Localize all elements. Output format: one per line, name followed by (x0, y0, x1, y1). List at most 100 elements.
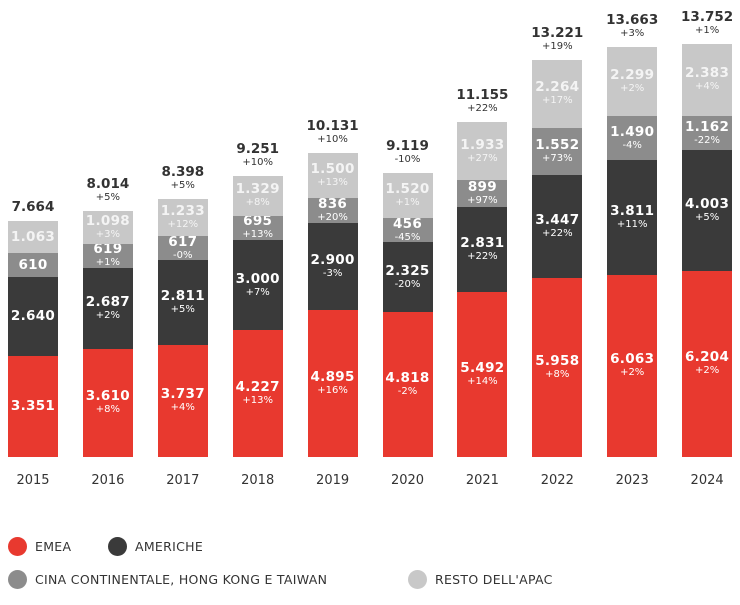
segment-growth-label: +2% (620, 367, 645, 379)
segment-value-label: 836 (318, 197, 348, 212)
segment-value-label: 5.958 (535, 353, 580, 370)
segment-growth-label: +14% (467, 376, 498, 388)
bar-segment-emea-2020: 4.818 -2% (382, 312, 433, 457)
segment-growth-label: +4% (170, 402, 195, 414)
x-tick-label-2024: 2024 (690, 473, 724, 488)
bar-segment-resto-dell-apac-2021: 1.933 +27% (457, 121, 508, 181)
segment-growth-label: +73% (541, 152, 573, 164)
bar-segment-americhe-2022: 3.447 +22% (532, 174, 583, 279)
bar-segment-emea-2015: 3.351 (8, 356, 58, 457)
segment-growth-label: +8% (245, 197, 270, 209)
segment-value-label: 1.933 (460, 136, 505, 153)
bar-segment-emea-2023: 6.063 +2% (607, 274, 658, 457)
segment-value-label: 3.351 (10, 398, 56, 415)
segment-growth-label: +13% (317, 176, 348, 188)
bar-segment-americhe-2019: 2.900 -3% (307, 222, 358, 310)
x-tick-label-2023: 2023 (615, 473, 649, 488)
bar-segment-americhe-2017: 2.811 +5% (157, 260, 208, 345)
segment-growth-label: +22% (541, 227, 573, 239)
bar-segment-emea-2018: 4.227 +13% (232, 330, 283, 457)
total-value: 13.663 (606, 11, 659, 28)
segment-value-label: 1.162 (684, 118, 730, 135)
segment-growth-label: +1% (395, 197, 420, 209)
bar-segment-resto-dell-apac-2020: 1.520 +1% (382, 172, 433, 219)
bar-segment-americhe-2016: 2.687 +2% (82, 267, 133, 349)
segment-growth-label: +8% (95, 404, 121, 416)
segment-value-label: 2.811 (160, 288, 205, 305)
bar-segment-resto-dell-apac-2017: 1.233 +12% (157, 199, 208, 237)
bar-segment-cina-continentale-hong-kong-e-taiwan-2017: 617 -0% (157, 236, 208, 261)
bar-segment-cina-continentale-hong-kong-e-taiwan-2023: 1.490 -4% (607, 115, 658, 161)
segment-value-label: 6.204 (684, 349, 730, 366)
total-growth: +1% (694, 25, 720, 36)
segment-growth-label: +20% (317, 211, 348, 223)
segment-value-label: 4.895 (310, 368, 355, 385)
segment-value-label: 610 (18, 256, 48, 273)
x-tick-label-2017: 2017 (166, 473, 200, 488)
segment-value-label: 617 (168, 236, 198, 250)
segment-growth-label: +2% (95, 309, 121, 321)
total-growth: +10% (242, 157, 273, 169)
segment-growth-label: -20% (394, 278, 421, 290)
segment-value-label: 2.831 (460, 235, 505, 252)
bar-segment-resto-dell-apac-2018: 1.329 +8% (232, 176, 283, 216)
segment-growth-label: +12% (167, 219, 199, 231)
segment-value-label: 4.003 (684, 196, 730, 213)
segment-value-label: 619 (93, 243, 123, 258)
segment-value-label: 2.687 (85, 293, 130, 310)
bar-segment-resto-dell-apac-2023: 2.299 +2% (607, 46, 658, 116)
bar-segment-americhe-2024: 4.003 +5% (682, 150, 733, 271)
legend-swatch-icon (8, 537, 27, 556)
segment-value-label: 1.233 (160, 203, 205, 220)
total-label-2024: 13.752 +1% (667, 10, 740, 37)
segment-value-label: 2.325 (385, 262, 430, 279)
total-growth: +19% (541, 40, 573, 52)
total-label-2016: 8.014 +5% (68, 175, 148, 204)
legend-item-americhe: AMERICHE (108, 537, 203, 556)
segment-growth-label: +2% (620, 82, 645, 94)
bar-segment-cina-continentale-hong-kong-e-taiwan-2016: 619 +1% (82, 243, 133, 268)
bar-segment-cina-continentale-hong-kong-e-taiwan-2022: 1.552 +73% (532, 127, 583, 175)
x-tick-label-2021: 2021 (465, 473, 499, 488)
total-label-2017: 8.398 +5% (143, 165, 223, 192)
segment-growth-label: +7% (245, 286, 270, 298)
x-tick-label-2018: 2018 (241, 473, 275, 488)
bar-segment-resto-dell-apac-2022: 2.264 +17% (532, 59, 583, 128)
total-value: 8.014 (86, 175, 130, 192)
segment-value-label: 1.098 (85, 212, 130, 229)
total-label-2019: 10.131 +10% (293, 118, 373, 146)
legend-label: RESTO DELL'APAC (435, 572, 553, 587)
x-tick-label-2019: 2019 (316, 473, 350, 488)
bar-segment-americhe-2015: 2.640 (8, 277, 58, 357)
segment-value-label: 4.227 (235, 379, 280, 396)
legend-label: AMERICHE (135, 539, 204, 554)
bar-segment-resto-dell-apac-2016: 1.098 +3% (82, 210, 133, 244)
total-growth: +3% (620, 27, 645, 39)
segment-value-label: 1.520 (385, 181, 430, 198)
bar-segment-cina-continentale-hong-kong-e-taiwan-2015: 610 (8, 253, 58, 278)
bar-segment-americhe-2018: 3.000 +7% (232, 239, 283, 331)
segment-value-label: 2.264 (535, 79, 580, 96)
segment-value-label: 3.610 (85, 388, 130, 405)
total-growth: +5% (95, 191, 121, 203)
total-growth: +5% (170, 180, 195, 192)
bar-segment-emea-2022: 5.958 +8% (532, 278, 583, 457)
segment-growth-label: +13% (242, 395, 273, 407)
legend-swatch-icon (408, 570, 427, 589)
total-label-2023: 13.663 +3% (592, 11, 672, 40)
segment-value-label: 899 (467, 180, 497, 196)
total-growth: -10% (394, 153, 421, 165)
segment-growth-label: +27% (467, 152, 498, 164)
legend-item-resto-dell-apac: RESTO DELL'APAC (408, 570, 553, 589)
total-label-2018: 9.251 +10% (218, 142, 298, 169)
legend-swatch-icon (8, 570, 27, 589)
segment-value-label: 456 (392, 218, 423, 232)
segment-value-label: 3.811 (610, 203, 655, 220)
segment-value-label: 1.500 (310, 160, 355, 177)
segment-value-label: 2.299 (610, 66, 655, 83)
bar-segment-americhe-2021: 2.831 +22% (457, 207, 508, 293)
segment-value-label: 3.447 (535, 211, 580, 228)
bar-segment-americhe-2023: 3.811 +11% (607, 160, 658, 275)
segment-growth-label: +11% (616, 219, 648, 231)
total-value: 11.155 (456, 86, 509, 103)
